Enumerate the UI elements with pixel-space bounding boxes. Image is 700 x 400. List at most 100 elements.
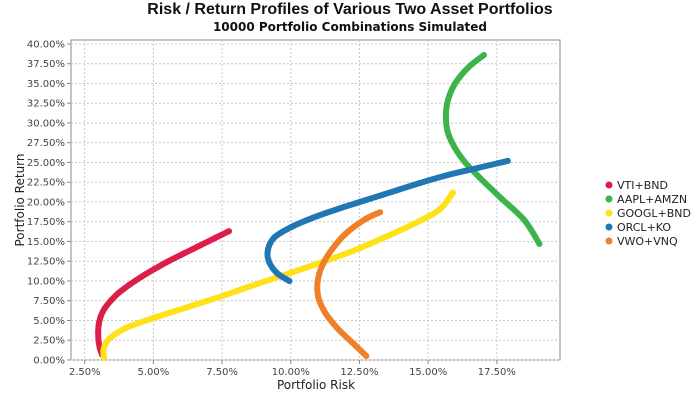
- data-point: [361, 197, 368, 204]
- y-tick-label: 17.50%: [27, 217, 65, 228]
- data-point: [95, 329, 102, 336]
- data-point: [381, 234, 388, 241]
- data-point: [165, 258, 172, 265]
- data-point: [309, 214, 316, 221]
- data-point: [95, 321, 102, 328]
- legend-label: AAPL+AMZN: [617, 193, 687, 206]
- data-point: [101, 354, 107, 361]
- legend-marker: [605, 209, 613, 217]
- data-point: [286, 278, 293, 284]
- data-point: [377, 209, 384, 216]
- legend-item-googl-bnd: GOOGL+BND: [605, 207, 691, 220]
- data-point: [334, 325, 341, 332]
- data-point: [408, 221, 415, 228]
- y-tick-label: 5.00%: [33, 316, 65, 327]
- y-tick-label: 40.00%: [27, 39, 65, 50]
- data-point: [111, 331, 118, 338]
- data-point: [521, 217, 528, 224]
- data-point: [462, 159, 469, 166]
- data-point: [443, 110, 449, 117]
- data-point: [274, 270, 280, 277]
- data-point: [363, 353, 370, 359]
- data-point: [147, 315, 154, 322]
- x-tick-label: 7.50%: [206, 367, 238, 378]
- series-layer: [95, 52, 543, 361]
- data-point: [97, 313, 104, 320]
- data-point: [436, 206, 443, 213]
- data-point: [536, 240, 543, 247]
- data-point: [246, 283, 253, 290]
- series-orcl-ko: [264, 157, 511, 284]
- y-tick-label: 27.50%: [27, 138, 65, 149]
- data-point: [329, 246, 335, 253]
- data-point: [444, 172, 451, 179]
- data-point: [101, 305, 108, 312]
- y-tick-label: 37.50%: [27, 59, 65, 70]
- data-point: [197, 300, 204, 307]
- chart-subtitle: 10000 Portfolio Combinations Simulated: [212, 20, 488, 34]
- data-point: [197, 242, 204, 249]
- y-tick-label: 2.50%: [33, 336, 65, 347]
- legend-item-vwo-vnq: VWO+VNQ: [605, 235, 678, 248]
- y-tick-label: 20.00%: [27, 197, 65, 208]
- data-point: [213, 234, 220, 241]
- y-axis-ticks: 0.00% 2.50% 5.00% 7.50% 10.00% 12.50% 15.00% 17…: [27, 39, 71, 367]
- data-point: [298, 266, 305, 273]
- x-tick-label: 15.00%: [409, 367, 447, 378]
- x-tick-label: 10.00%: [272, 367, 310, 378]
- data-point: [151, 266, 158, 273]
- y-axis-label: Portfolio Return: [13, 154, 27, 247]
- series-vwo-vnq: [314, 209, 384, 359]
- data-point: [314, 278, 321, 284]
- data-point: [477, 175, 484, 182]
- legend-item-aapl-amzn: AAPL+AMZN: [605, 193, 687, 206]
- x-axis-ticks: 2.50% 5.00% 7.50% 10.00% 12.50% 15.00% 17.50%: [69, 360, 516, 378]
- data-point: [115, 289, 122, 296]
- legend-item-orcl-ko: ORCL+KO: [605, 221, 671, 234]
- data-point: [319, 262, 326, 269]
- x-axis-label: Portfolio Risk: [277, 378, 355, 392]
- data-point: [125, 323, 132, 330]
- legend-marker: [605, 181, 613, 189]
- y-tick-label: 0.00%: [33, 356, 65, 367]
- series-aapl-amzn: [442, 52, 543, 247]
- x-tick-label: 12.50%: [340, 367, 378, 378]
- legend-marker: [605, 237, 613, 245]
- x-tick-label: 17.50%: [478, 367, 516, 378]
- data-point: [100, 347, 107, 354]
- legend-marker: [605, 223, 613, 231]
- data-point: [353, 246, 360, 253]
- legend-label: GOOGL+BND: [617, 207, 691, 220]
- y-tick-label: 30.00%: [27, 118, 65, 129]
- data-point: [226, 228, 232, 235]
- y-tick-label: 32.50%: [27, 99, 65, 110]
- plot-area: [70, 39, 561, 361]
- x-tick-label: 5.00%: [138, 367, 170, 378]
- data-point: [351, 341, 357, 348]
- data-point: [322, 309, 329, 316]
- data-point: [172, 308, 179, 314]
- data-point: [389, 188, 396, 195]
- series-googl-bnd: [100, 189, 456, 361]
- data-point: [181, 250, 188, 257]
- y-tick-label: 25.00%: [27, 158, 65, 169]
- y-tick-label: 10.00%: [27, 276, 65, 287]
- data-point: [445, 96, 452, 103]
- legend-marker: [605, 195, 613, 203]
- data-point: [107, 297, 114, 304]
- legend-item-vti-bnd: VTI+BND: [605, 179, 668, 192]
- data-point: [315, 293, 322, 300]
- data-point: [474, 165, 481, 171]
- data-point: [416, 180, 423, 186]
- data-point: [504, 157, 511, 164]
- y-tick-label: 15.00%: [27, 237, 65, 248]
- legend-label: ORCL+KO: [617, 221, 671, 234]
- data-point: [334, 206, 341, 213]
- grid: [71, 40, 560, 361]
- data-point: [126, 281, 133, 288]
- y-tick-label: 12.50%: [27, 257, 65, 268]
- data-point: [221, 292, 228, 299]
- legend-label: VTI+BND: [617, 179, 668, 192]
